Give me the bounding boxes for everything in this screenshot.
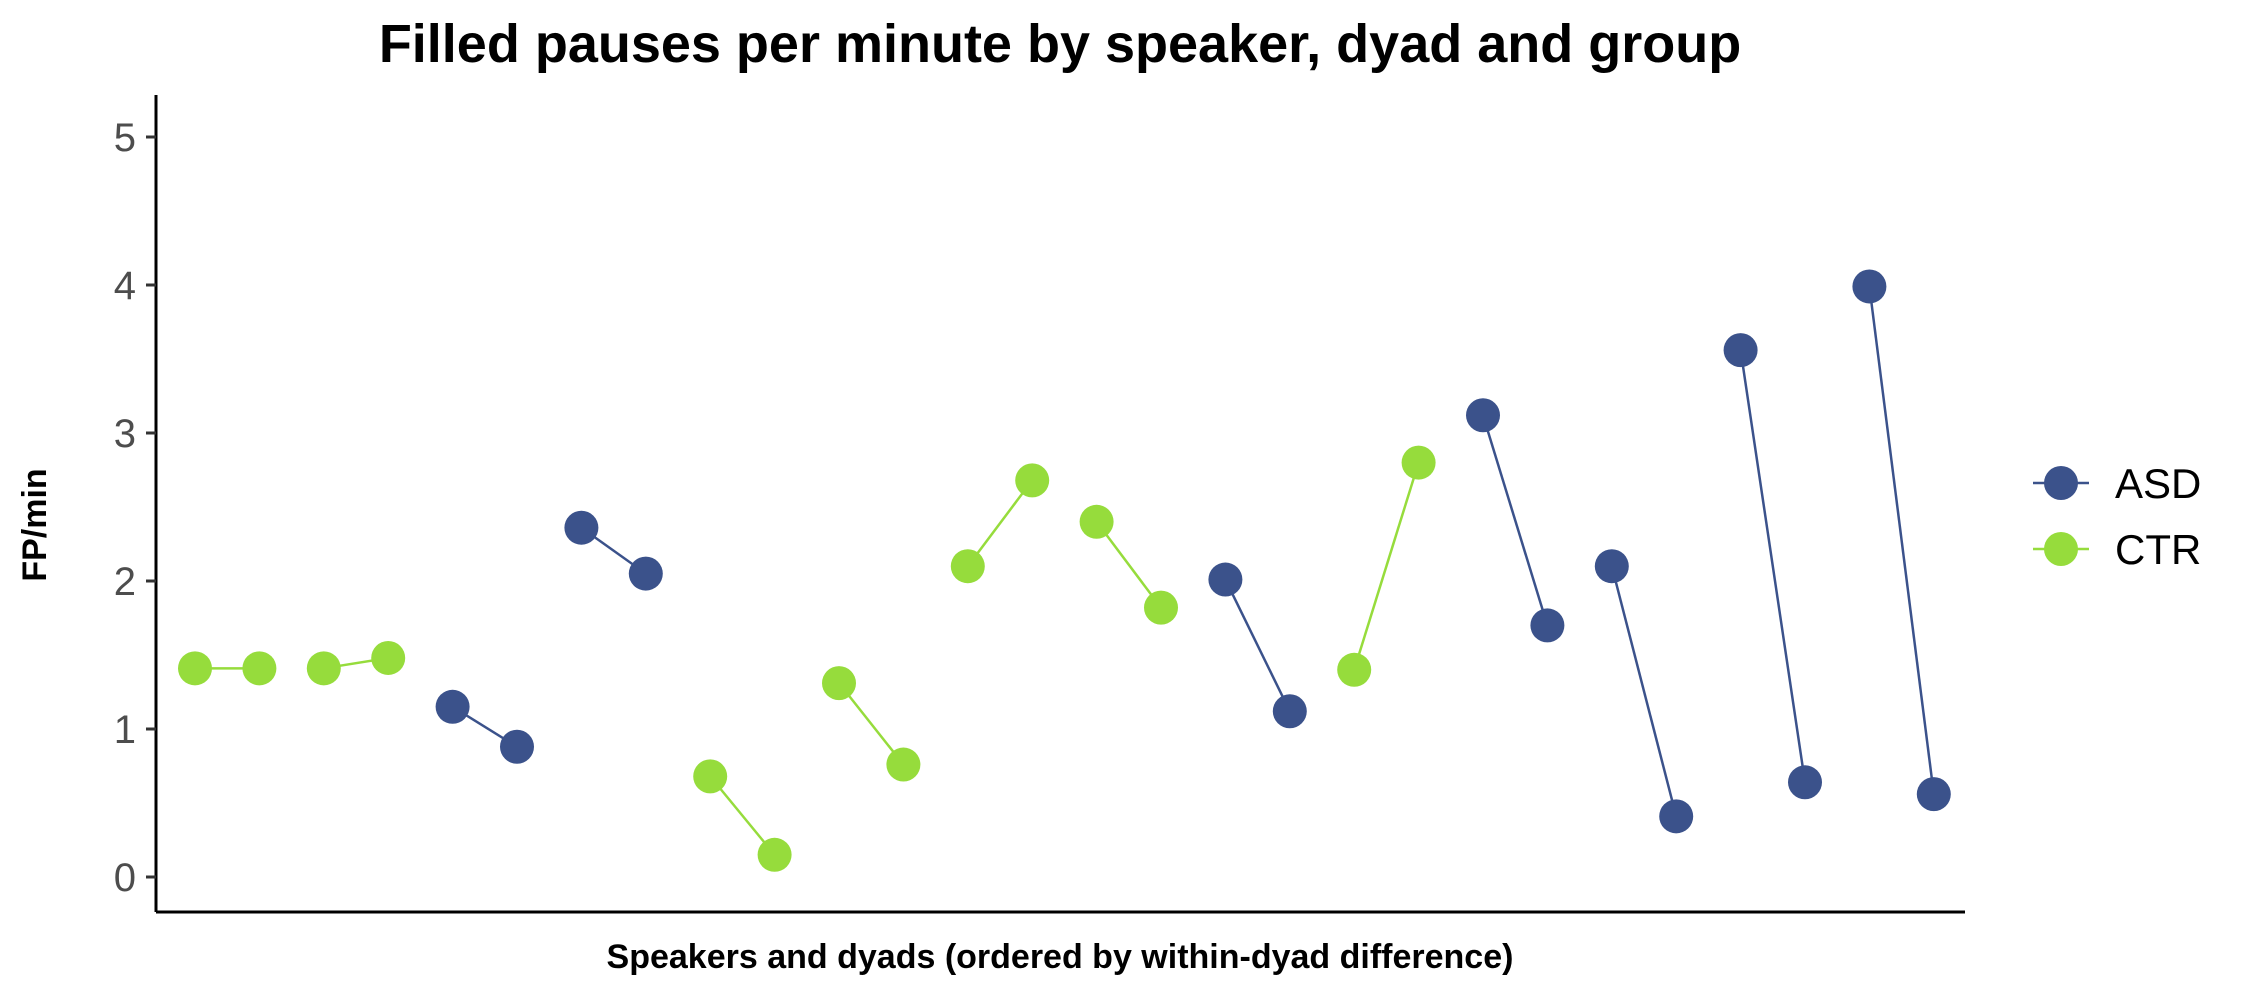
dyad-line	[966, 479, 1034, 567]
data-point	[950, 549, 985, 584]
data-point	[1916, 777, 1951, 812]
data-point	[1466, 398, 1500, 433]
data-point	[1272, 694, 1307, 729]
data-point	[564, 510, 599, 545]
data-point	[500, 729, 534, 764]
data-point	[306, 651, 341, 686]
legend-key-point	[2044, 466, 2078, 500]
legend-label: ASD	[2115, 460, 2201, 507]
data-point	[1015, 463, 1050, 498]
y-axis-ticks: 0 1 2 3 4 5	[114, 116, 156, 900]
data-point	[1852, 269, 1887, 304]
dyad-line	[1481, 414, 1549, 626]
dyad-line	[1353, 462, 1420, 671]
data-point	[1659, 799, 1694, 834]
data-point	[435, 689, 470, 724]
y-tick-label: 2	[114, 560, 136, 604]
legend: ASD CTR	[2033, 460, 2201, 573]
y-tick-label: 4	[114, 264, 136, 308]
data-point	[1079, 504, 1114, 539]
plot-marks	[178, 269, 1951, 872]
dyad-line	[1739, 349, 1807, 783]
y-tick-label: 1	[114, 708, 136, 752]
data-point	[757, 837, 792, 872]
data-point	[1337, 652, 1372, 687]
y-tick-label: 5	[114, 116, 136, 160]
y-tick-label: 3	[114, 412, 136, 456]
x-axis-label: Speakers and dyads (ordered by within-dy…	[607, 938, 1514, 976]
y-axis-label: FP/min	[16, 468, 54, 581]
data-point	[1723, 333, 1758, 368]
data-point	[693, 759, 728, 794]
data-point	[1594, 549, 1629, 584]
dyad-line	[1610, 565, 1678, 817]
data-point	[1401, 445, 1436, 480]
dyad-line	[1868, 286, 1936, 795]
data-point	[371, 640, 406, 675]
y-tick-label: 0	[114, 856, 136, 900]
data-point	[242, 651, 277, 686]
data-point	[1788, 765, 1822, 800]
legend-key-point	[2044, 532, 2078, 566]
chart-title: Filled pauses per minute by speaker, dya…	[379, 14, 1741, 74]
data-point	[1208, 562, 1243, 597]
data-point	[1144, 590, 1178, 625]
dyad-line	[1095, 521, 1162, 609]
axes	[154, 95, 1965, 914]
dyad-line	[838, 682, 905, 766]
data-point	[1530, 608, 1565, 643]
legend-label: CTR	[2115, 526, 2201, 573]
data-point	[628, 556, 663, 591]
dyad-line	[1224, 578, 1291, 712]
data-point	[822, 666, 856, 701]
data-point	[178, 651, 212, 686]
data-point	[886, 747, 921, 782]
